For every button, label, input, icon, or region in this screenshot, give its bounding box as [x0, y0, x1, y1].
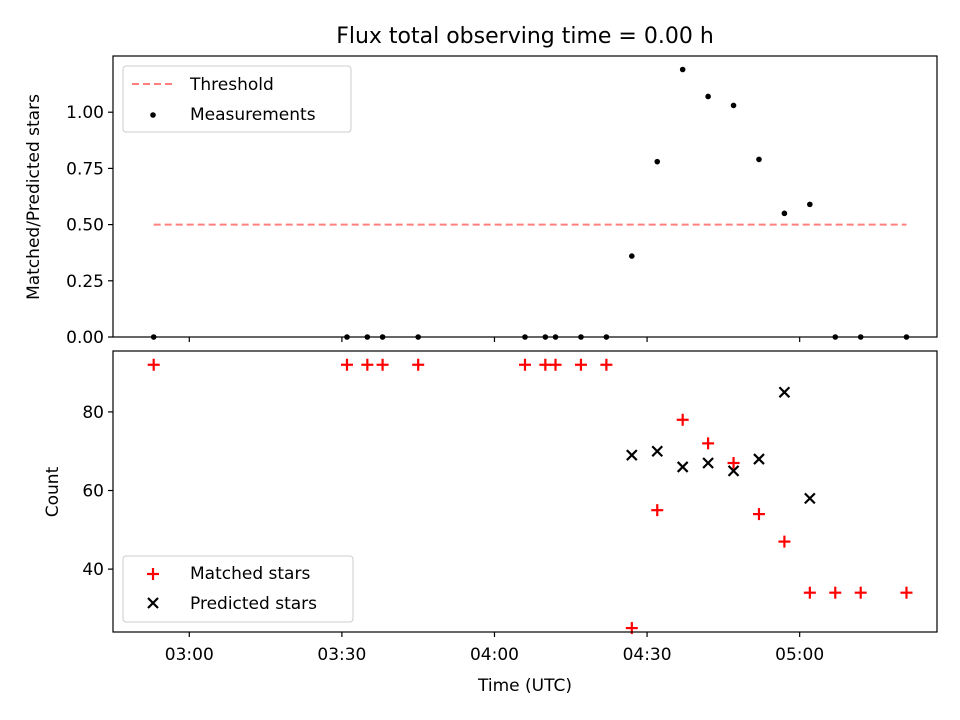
x-tick-label: 04:30: [623, 645, 672, 665]
matched-star-point: [752, 508, 765, 521]
legend-predicted-swatch: [147, 597, 159, 609]
measurement-point: [730, 102, 737, 109]
top-x-tick-marks: [188, 337, 801, 342]
measurement-point: [756, 156, 762, 163]
matched-star-point: [600, 358, 613, 371]
top-y-tick-label: 0.25: [66, 272, 104, 292]
legend-matched-label: Matched stars: [190, 564, 310, 584]
predicted-star-point: [626, 449, 638, 461]
legend-predicted-label: Predicted stars: [190, 594, 317, 614]
matched-star-point: [651, 504, 664, 517]
predicted-star-point: [753, 453, 765, 465]
matched-star-point: [702, 437, 715, 450]
legend-measurements-swatch: [150, 112, 156, 118]
bottom-axes-frame: [112, 350, 938, 633]
matched-star-point: [361, 358, 374, 371]
measurements-series: [150, 66, 910, 340]
top-axes-frame: [112, 55, 938, 338]
bottom-ylabel: Count: [43, 466, 63, 517]
top-legend: Threshold Measurements: [122, 65, 352, 133]
matched-star-point: [778, 535, 791, 548]
top-y-tick-label: 1.00: [66, 103, 104, 123]
legend-threshold-label: Threshold: [189, 75, 274, 95]
matched-star-point: [727, 457, 740, 470]
predicted-star-point: [727, 465, 740, 477]
top-y-tick-label: 0.50: [66, 216, 104, 236]
predicted-star-point: [804, 492, 816, 505]
legend-matched-swatch: [147, 568, 159, 580]
x-tick-label: 03:00: [165, 645, 214, 665]
measurement-point: [705, 93, 711, 100]
matched-star-point: [803, 586, 816, 599]
bottom-y-tick-label: 40: [82, 560, 104, 580]
top-y-tick-label: 0.75: [66, 159, 104, 179]
matched-star-point: [854, 586, 867, 599]
matched-star-point: [574, 358, 587, 371]
predicted-star-point: [702, 457, 714, 469]
bottom-y-tick-label: 80: [82, 403, 104, 423]
predicted-stars-series: [626, 386, 816, 505]
measurement-point: [807, 201, 813, 208]
legend-measurements-label: Measurements: [190, 105, 316, 125]
predicted-star-point: [676, 461, 689, 473]
matched-star-point: [900, 586, 913, 599]
bottom-y-ticks: 40 60 80: [82, 403, 113, 580]
bottom-legend-box: [122, 555, 354, 623]
top-panel: Matched/Predicted stars 0.00 0.25 0.50 0.75…: [24, 55, 938, 348]
bottom-legend: Matched stars Predicted stars: [122, 555, 354, 623]
measurement-point: [629, 253, 635, 259]
matched-star-point: [376, 358, 389, 371]
bottom-panel: Count 40 60 80 03:00 03:30 04:00 04:30 05:00 M…: [43, 350, 938, 696]
measurement-point: [654, 158, 661, 165]
top-y-ticks: 0.00 0.25 0.50 0.75 1.00: [66, 103, 113, 348]
bottom-x-ticks: 03:00 03:30 04:00 04:30 05:00: [165, 632, 824, 665]
x-axis-label: Time (UTC): [477, 676, 572, 696]
matched-star-point: [549, 358, 562, 371]
matched-star-point: [412, 358, 425, 371]
top-y-tick-label: 0.00: [66, 328, 104, 348]
matched-stars-series: [147, 358, 913, 635]
measurement-point: [781, 210, 788, 217]
matched-star-point: [340, 358, 353, 371]
matched-star-point: [539, 358, 552, 371]
matched-star-point: [676, 413, 689, 426]
x-tick-label: 04:00: [470, 645, 519, 665]
top-ylabel: Matched/Predicted stars: [24, 94, 44, 300]
matched-star-point: [147, 358, 160, 371]
top-legend-box: [122, 65, 352, 133]
predicted-star-point: [778, 386, 791, 399]
predicted-star-point: [651, 445, 664, 457]
chart-title: Flux total observing time = 0.00 h: [336, 24, 714, 49]
x-tick-label: 03:30: [317, 645, 366, 665]
bottom-y-tick-label: 60: [82, 482, 104, 502]
matched-star-point: [829, 586, 842, 599]
measurement-point: [679, 66, 686, 73]
x-tick-label: 05:00: [775, 645, 824, 665]
matched-star-point: [519, 358, 531, 371]
